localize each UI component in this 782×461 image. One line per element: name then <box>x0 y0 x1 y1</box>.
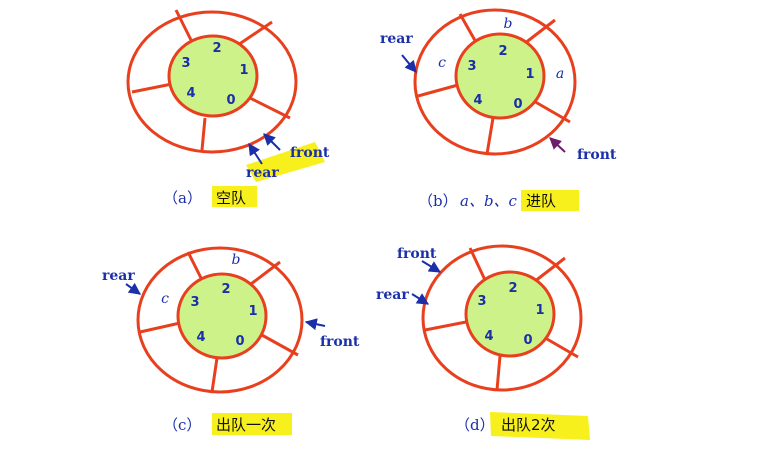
slot-a-value: a <box>556 66 564 82</box>
index-0: 0 <box>513 97 522 112</box>
index-0: 0 <box>235 334 244 349</box>
caption-highlight <box>212 186 257 207</box>
index-4: 4 <box>196 330 205 345</box>
caption-highlight <box>521 190 579 211</box>
caption-text: 进队 <box>526 192 556 210</box>
caption-prefix: （b） <box>418 192 458 210</box>
slot-b-value: b <box>504 16 513 32</box>
inner-hub <box>167 34 259 118</box>
slot-divider <box>495 355 502 391</box>
inner-hub <box>454 32 546 120</box>
caption-highlight <box>212 413 292 435</box>
slot-divider <box>139 321 181 334</box>
index-3: 3 <box>467 59 476 74</box>
index-0: 0 <box>523 333 532 348</box>
rear-label: rear <box>380 31 413 47</box>
inner-hub <box>464 270 556 358</box>
front-arrow <box>263 133 281 151</box>
rear-arrow <box>401 54 417 73</box>
slot-b-value: b <box>232 252 241 268</box>
index-1: 1 <box>535 303 544 318</box>
caption-highlight <box>490 412 590 440</box>
index-1: 1 <box>248 304 257 319</box>
panel-b: 2 1 0 4 3 b a c rear front （b） a、b、c 进队 <box>380 8 617 211</box>
slot-c-value: c <box>161 291 169 307</box>
rear-label: rear <box>102 268 135 284</box>
rear-arrow <box>248 142 263 165</box>
front-label: front <box>577 147 617 163</box>
rear-highlight <box>246 142 325 182</box>
rear-label: rear <box>246 165 279 181</box>
caption-text: 出队一次 <box>216 416 276 434</box>
slot-divider <box>468 247 487 281</box>
index-1: 1 <box>239 63 248 78</box>
slot-divider <box>234 20 273 49</box>
inner-hub <box>176 272 268 360</box>
index-4: 4 <box>473 93 482 108</box>
slot-divider <box>249 96 291 120</box>
front-label: front <box>397 246 437 262</box>
caption-prefix: （c） <box>163 416 201 434</box>
index-4: 4 <box>186 86 195 101</box>
slot-c-value: c <box>438 55 446 71</box>
caption-items: a、b、c <box>460 192 518 210</box>
slot-divider <box>417 83 459 98</box>
front-arrow <box>304 318 326 331</box>
rear-label: rear <box>376 287 409 303</box>
slot-divider <box>458 13 479 45</box>
slot-divider <box>131 82 173 94</box>
caption-text: 出队2次 <box>501 416 556 434</box>
slot-divider <box>246 260 281 289</box>
index-3: 3 <box>190 295 199 310</box>
index-2: 2 <box>212 41 221 56</box>
index-2: 2 <box>508 281 517 296</box>
panel-d: 2 1 0 4 3 front rear （d） 出队2次 <box>376 244 590 440</box>
caption-prefix: （a） <box>163 189 202 207</box>
slot-divider <box>424 320 467 332</box>
caption-text: 空队 <box>216 189 246 207</box>
slot-divider <box>174 9 195 45</box>
panel-a: 2 1 0 4 3 front rear （a） 空队 <box>126 9 330 207</box>
front-label: front <box>320 334 360 350</box>
slot-divider <box>186 251 205 283</box>
rear-arrow <box>411 293 430 305</box>
index-2: 2 <box>498 44 507 59</box>
index-1: 1 <box>525 67 534 82</box>
slot-divider <box>485 117 495 155</box>
slot-divider <box>210 357 219 393</box>
index-0: 0 <box>226 93 235 108</box>
panel-c: 2 1 0 4 3 b c rear front （c） 出队一次 <box>102 246 360 435</box>
index-3: 3 <box>181 56 190 71</box>
front-arrow <box>421 260 442 273</box>
front-arrow <box>549 137 566 153</box>
front-label: front <box>290 145 330 161</box>
slot-divider <box>200 117 207 151</box>
slot-divider <box>531 98 571 124</box>
rear-arrow <box>125 282 141 295</box>
index-2: 2 <box>221 282 230 297</box>
caption-prefix: （d） <box>455 416 495 434</box>
index-3: 3 <box>477 294 486 309</box>
index-4: 4 <box>484 329 493 344</box>
slot-divider <box>259 332 299 357</box>
